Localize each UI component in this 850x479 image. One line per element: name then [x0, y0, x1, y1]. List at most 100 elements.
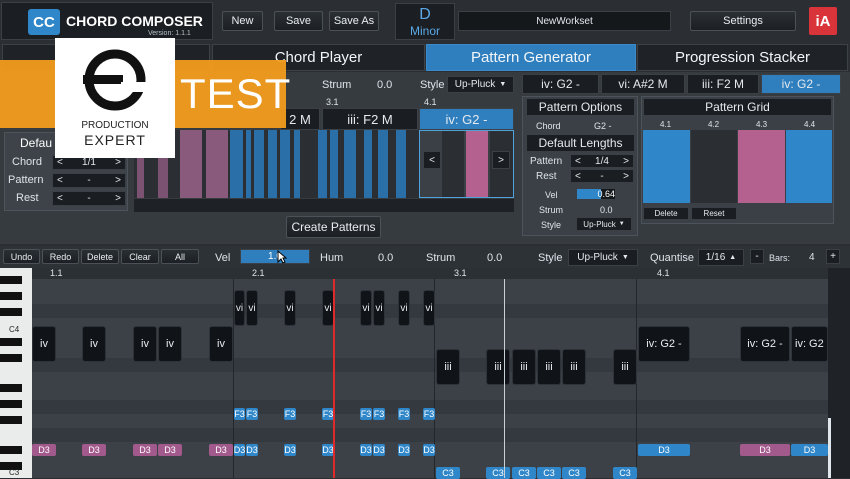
pattern-cell[interactable] [330, 130, 338, 198]
chord-note[interactable]: vi [246, 290, 258, 326]
style-select[interactable]: Up-Pluck ▼ [447, 76, 514, 93]
save-as-button[interactable]: Save As [329, 11, 379, 31]
chord-note[interactable]: vi [360, 290, 372, 326]
chord-note[interactable]: vi [284, 290, 296, 326]
new-button[interactable]: New [222, 11, 263, 31]
defaults-rest-stepper[interactable]: < - > [52, 191, 126, 206]
chord-note[interactable]: iii [436, 349, 460, 385]
arrow-right-icon[interactable]: > [115, 193, 121, 204]
note-f3[interactable]: F3 [234, 408, 245, 420]
note-d3[interactable]: D3 [791, 444, 828, 456]
pattern-cell[interactable] [466, 131, 488, 197]
note-d3[interactable]: D3 [233, 444, 246, 456]
chord-note[interactable]: iii [562, 349, 586, 385]
note-c3[interactable]: C3 [613, 467, 637, 479]
note-c3[interactable]: C3 [436, 467, 460, 479]
grid-cell-1[interactable] [643, 130, 690, 203]
chord-note[interactable]: iv: G2 [791, 326, 828, 362]
note-f3[interactable]: F3 [360, 408, 372, 420]
defaults-pattern-stepper[interactable]: < - > [52, 173, 126, 188]
grid-cell-2[interactable] [691, 130, 737, 203]
settings-button[interactable]: Settings [690, 11, 796, 31]
black-key[interactable] [0, 354, 22, 362]
pattern-cell[interactable] [230, 130, 243, 198]
pattern-cell[interactable] [344, 130, 356, 198]
undo-button[interactable]: Undo [3, 249, 40, 264]
key-display[interactable]: D Minor [395, 3, 455, 40]
note-d3[interactable]: D3 [246, 444, 258, 456]
arrow-left-icon[interactable]: < [57, 175, 63, 186]
edit-style-select[interactable]: Up-Pluck ▼ [568, 249, 638, 266]
playhead[interactable] [333, 279, 335, 478]
grid-reset-button[interactable]: Reset [691, 207, 737, 220]
pattern-cell[interactable] [137, 130, 144, 198]
black-key[interactable] [0, 446, 22, 454]
note-d3[interactable]: D3 [373, 444, 385, 456]
chord-note[interactable]: iv: G2 - [638, 326, 690, 362]
pattern-cell[interactable] [318, 130, 327, 198]
delete-button[interactable]: Delete [81, 249, 119, 264]
chord-note[interactable]: iv [158, 326, 182, 362]
bars-minus-button[interactable]: - [750, 249, 764, 264]
pattern-cell[interactable] [254, 130, 264, 198]
note-f3[interactable]: F3 [373, 408, 385, 420]
arrow-left-icon[interactable]: < [57, 193, 63, 204]
progression-chord-2[interactable]: vi: A#2 M [601, 74, 685, 94]
black-key[interactable] [0, 400, 22, 408]
black-key[interactable] [0, 462, 22, 470]
note-f3[interactable]: F3 [284, 408, 296, 420]
black-key[interactable] [0, 416, 22, 424]
note-d3[interactable]: D3 [398, 444, 410, 456]
chord-note[interactable]: iv [82, 326, 106, 362]
pattern-cell[interactable] [246, 130, 251, 198]
pattern-cell[interactable] [294, 130, 300, 198]
chord-note[interactable]: iv [32, 326, 56, 362]
note-d3[interactable]: D3 [360, 444, 372, 456]
tab-progression-stacker[interactable]: Progression Stacker [637, 44, 848, 71]
slot-next-button[interactable]: > [492, 151, 510, 169]
note-c3[interactable]: C3 [562, 467, 586, 479]
chord-note[interactable]: iv: G2 - [740, 326, 790, 362]
dl-vel-slider[interactable]: 0.64 [576, 188, 616, 200]
chord-note[interactable]: iv [133, 326, 157, 362]
note-f3[interactable]: F3 [423, 408, 435, 420]
arrow-left-icon[interactable]: < [575, 170, 581, 182]
arrow-left-icon[interactable]: < [575, 155, 581, 167]
defaults-chord-stepper[interactable]: <1/1 > [52, 155, 126, 170]
pattern-cell[interactable] [396, 130, 406, 198]
chord-slot-4[interactable]: iv: G2 - [419, 108, 514, 130]
chord-note[interactable]: vi [398, 290, 410, 326]
pattern-cell[interactable] [180, 130, 202, 198]
progression-chord-1[interactable]: iv: G2 - [522, 74, 599, 94]
note-d3[interactable]: D3 [322, 444, 334, 456]
create-patterns-button[interactable]: Create Patterns [286, 216, 381, 238]
pattern-cell[interactable] [378, 130, 388, 198]
grid-cell-3[interactable] [738, 130, 785, 203]
clear-button[interactable]: Clear [121, 249, 159, 264]
slot-prev-button[interactable]: < [423, 151, 441, 169]
pattern-cell[interactable] [280, 130, 290, 198]
arrow-left-icon[interactable]: < [57, 157, 63, 168]
progression-chord-4[interactable]: iv: G2 - [761, 74, 841, 94]
arrow-right-icon[interactable]: > [623, 155, 629, 167]
note-d3[interactable]: D3 [423, 444, 435, 456]
chord-note[interactable]: iii [613, 349, 637, 385]
arrow-right-icon[interactable]: > [623, 170, 629, 182]
pattern-cell[interactable] [206, 130, 228, 198]
progression-chord-3[interactable]: iii: F2 M [687, 74, 759, 94]
note-d3[interactable]: D3 [32, 444, 56, 456]
note-f3[interactable]: F3 [246, 408, 258, 420]
note-c3[interactable]: C3 [512, 467, 536, 479]
save-button[interactable]: Save [274, 11, 323, 31]
vertical-scrollbar[interactable] [828, 268, 850, 478]
black-key[interactable] [0, 276, 22, 284]
chord-note[interactable]: vi [373, 290, 385, 326]
note-d3[interactable]: D3 [284, 444, 296, 456]
note-c3[interactable]: C3 [537, 467, 561, 479]
arrow-right-icon[interactable]: > [115, 157, 121, 168]
piano-keyboard[interactable]: C4 C3 [0, 268, 32, 478]
bars-plus-button[interactable]: + [826, 249, 840, 264]
vel-slider[interactable]: 1.0 [240, 249, 310, 264]
note-d3[interactable]: D3 [133, 444, 157, 456]
tab-pattern-generator[interactable]: Pattern Generator [426, 44, 636, 71]
